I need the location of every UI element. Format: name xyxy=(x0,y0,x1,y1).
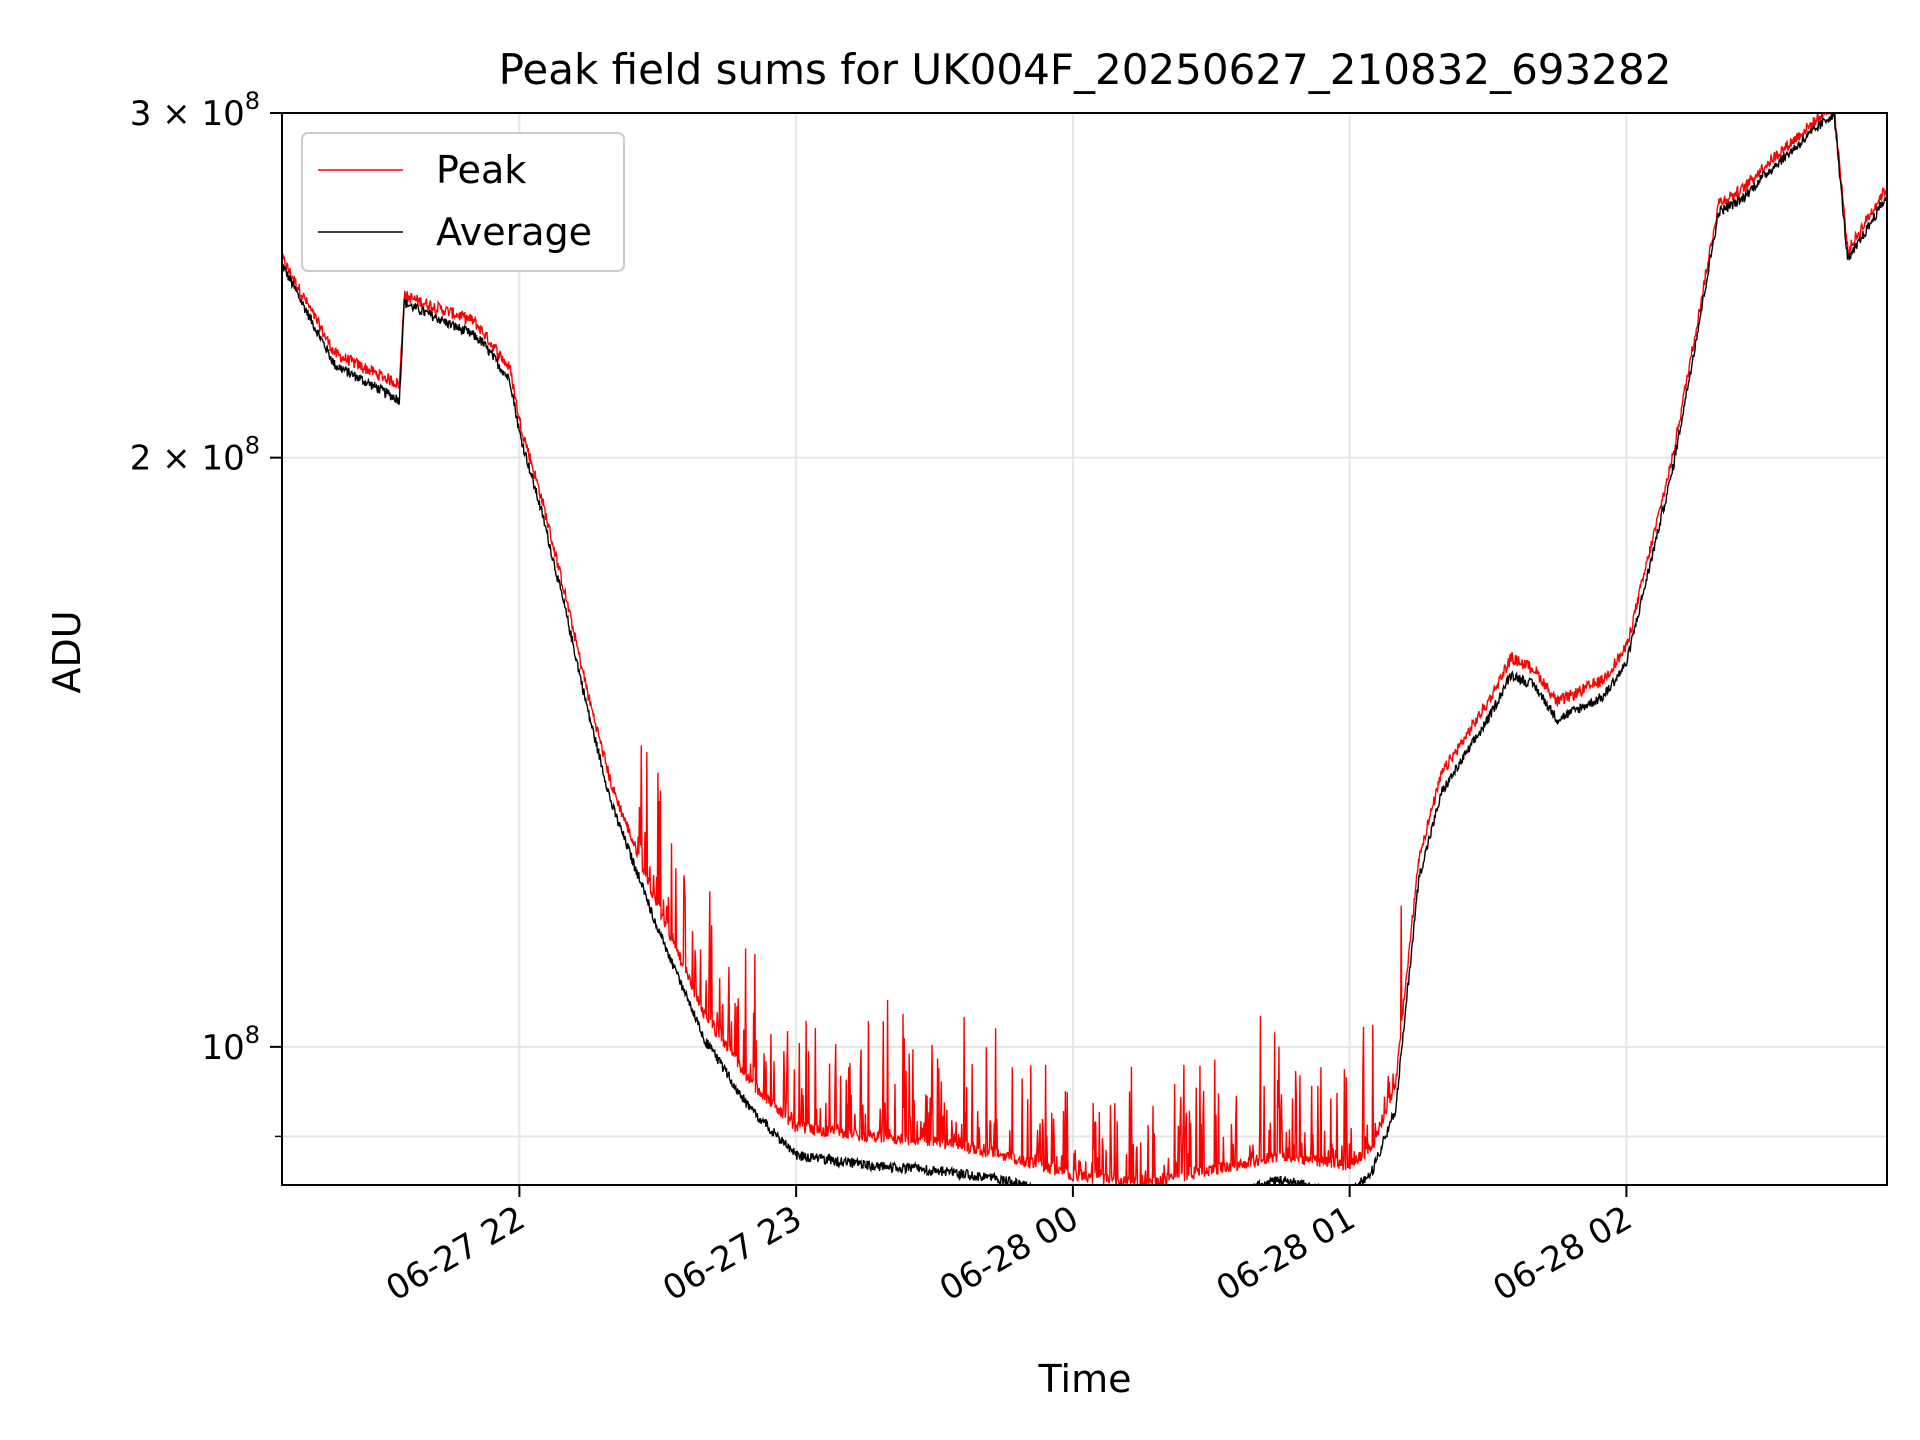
plot-area xyxy=(282,113,1887,1185)
legend-box xyxy=(301,132,625,272)
x-tick-label: 06-28 02 xyxy=(1486,1198,1638,1309)
series-line-average xyxy=(282,113,1887,1185)
x-tick-label: 06-27 22 xyxy=(379,1198,531,1309)
y-tick-label: 108 xyxy=(201,1021,260,1068)
series-line-peak xyxy=(282,113,1887,1185)
y-tick-label: 3 × 108 xyxy=(130,87,260,134)
y-tick-label: 2 × 108 xyxy=(130,432,260,479)
legend-label-peak: Peak xyxy=(436,148,526,192)
plot-frame xyxy=(281,112,1888,1186)
y-axis-label: ADU xyxy=(45,610,89,693)
chart-title: Peak field sums for UK004F_20250627_2108… xyxy=(499,45,1672,94)
legend-label-average: Average xyxy=(436,210,592,254)
legend: Peak Average xyxy=(301,132,625,272)
x-tick-label: 06-28 01 xyxy=(1210,1198,1362,1309)
x-tick-label: 06-27 23 xyxy=(656,1198,808,1309)
x-axis-label: Time xyxy=(1038,1357,1132,1401)
grid-lines xyxy=(282,113,1887,1185)
x-tick-label: 06-28 00 xyxy=(933,1198,1085,1309)
